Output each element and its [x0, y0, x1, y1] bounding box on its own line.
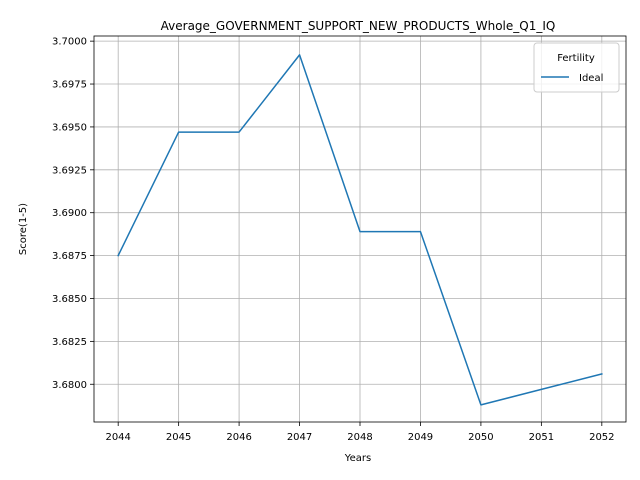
y-tick-label: 3.7000 — [52, 37, 87, 48]
y-tick-label: 3.6850 — [52, 294, 87, 305]
y-tick-label: 3.6800 — [52, 380, 87, 391]
x-tick-label: 2047 — [287, 432, 312, 443]
legend-box — [533, 42, 620, 93]
x-axis-label: Years — [344, 453, 371, 464]
y-tick-label: 3.6875 — [52, 251, 87, 262]
x-tick-label: 2049 — [408, 432, 433, 443]
legend-title: Fertility — [557, 53, 595, 64]
y-tick-label: 3.6975 — [52, 80, 87, 91]
legend-label-ideal: Ideal — [579, 73, 603, 84]
series-layer — [117, 54, 603, 406]
grid-lines — [94, 36, 626, 422]
x-tick-label: 2051 — [529, 432, 554, 443]
x-tick-label: 2050 — [468, 432, 493, 443]
y-axis: 3.6800 3.6825 3.6850 3.6875 3.6900 3.6925 3.69… — [52, 37, 94, 391]
y-tick-label: 3.6900 — [52, 208, 87, 219]
x-axis: 2044 2045 2046 2047 2048 2049 2050 2051 2052 — [105, 422, 615, 443]
y-axis-label: Score(1-5) — [18, 203, 29, 255]
chart-title: Average_GOVERNMENT_SUPPORT_NEW_PRODUCTS_… — [161, 19, 556, 33]
x-tick-label: 2052 — [589, 432, 614, 443]
x-tick-label: 2044 — [105, 432, 130, 443]
x-tick-label: 2048 — [347, 432, 372, 443]
y-tick-label: 3.6950 — [52, 122, 87, 133]
y-tick-label: 3.6825 — [52, 337, 87, 348]
series-line-ideal — [117, 54, 603, 406]
legend: Fertility Ideal — [533, 42, 620, 93]
y-tick-label: 3.6925 — [52, 165, 87, 176]
x-tick-label: 2045 — [166, 432, 191, 443]
x-tick-label: 2046 — [226, 432, 251, 443]
